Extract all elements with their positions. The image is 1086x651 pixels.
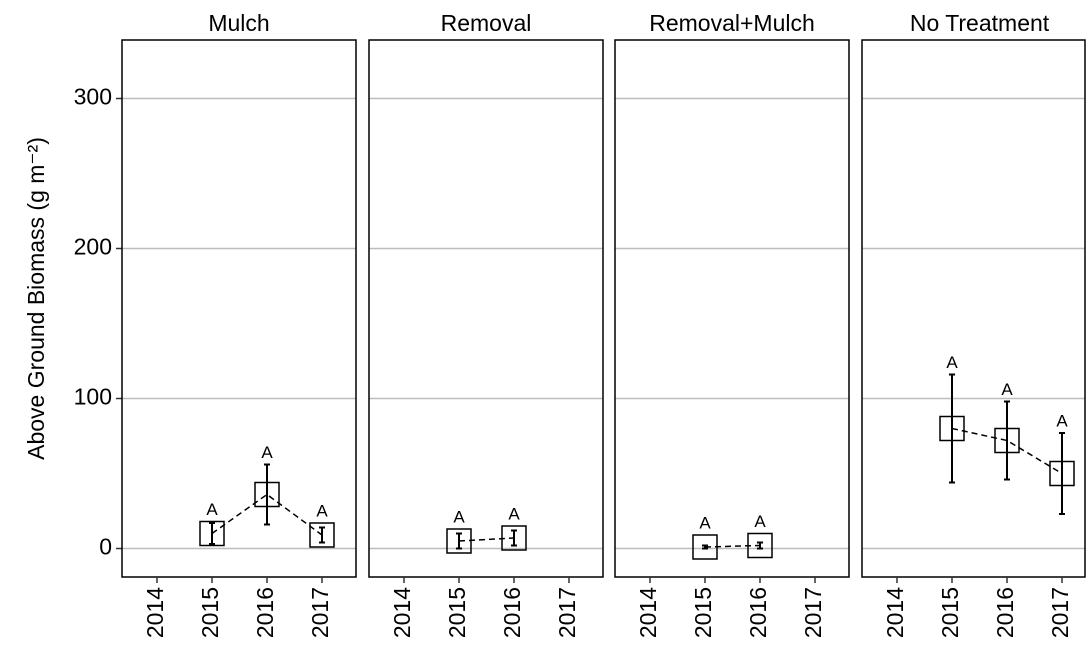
significance-letter: A xyxy=(316,501,328,520)
y-tick-label: 300 xyxy=(74,84,112,110)
error-bar xyxy=(264,463,270,526)
error-bar xyxy=(1059,432,1065,515)
panel-frame xyxy=(368,39,604,578)
trend-line xyxy=(704,544,761,548)
trend-line xyxy=(211,493,323,536)
significance-letter: A xyxy=(1056,411,1068,430)
y-tick-label: 0 xyxy=(99,534,112,560)
x-tick-label: 2016 xyxy=(252,587,278,638)
error-bar xyxy=(702,544,708,550)
error-bar xyxy=(949,373,955,484)
significance-letter: A xyxy=(261,443,273,462)
error-bar xyxy=(1004,400,1010,481)
point-box xyxy=(692,534,718,560)
x-tick-label: 2015 xyxy=(937,587,963,638)
x-tick-label: 2015 xyxy=(444,587,470,638)
panel-title: No Treatment xyxy=(910,10,1050,36)
point-box xyxy=(747,532,773,559)
x-tick-label: 2017 xyxy=(800,587,826,638)
panel-title: Removal xyxy=(441,10,532,36)
point-box xyxy=(309,522,335,548)
error-bar xyxy=(319,526,325,544)
significance-letter: A xyxy=(453,507,465,526)
panel-frame xyxy=(614,39,850,578)
significance-letter: A xyxy=(946,353,958,372)
panel-frame xyxy=(861,39,1086,578)
x-tick-label: 2014 xyxy=(882,587,908,638)
y-tick-label: 200 xyxy=(74,234,112,260)
x-tick-label: 2017 xyxy=(1047,587,1073,638)
significance-letter: A xyxy=(754,512,766,531)
significance-letter: A xyxy=(1001,380,1013,399)
point-box xyxy=(501,525,527,551)
x-tick-label: 2014 xyxy=(142,587,168,638)
panel-frame xyxy=(121,39,357,578)
error-bar xyxy=(209,522,215,545)
y-axis-label: Above Ground Biomass (g m⁻²) xyxy=(23,137,49,460)
panel-title: Removal+Mulch xyxy=(649,10,815,36)
x-tick-label: 2017 xyxy=(307,587,333,638)
x-tick-label: 2017 xyxy=(554,587,580,638)
x-tick-label: 2015 xyxy=(690,587,716,638)
trend-line xyxy=(458,537,515,542)
x-tick-label: 2016 xyxy=(499,587,525,638)
significance-letter: A xyxy=(699,513,711,532)
x-tick-label: 2016 xyxy=(992,587,1018,638)
significance-letter: A xyxy=(508,504,520,523)
x-tick-label: 2015 xyxy=(197,587,223,638)
panel-title: Mulch xyxy=(208,10,269,36)
x-tick-label: 2016 xyxy=(745,587,771,638)
point-box xyxy=(446,528,472,554)
error-bar xyxy=(757,541,763,550)
x-tick-label: 2014 xyxy=(635,587,661,638)
error-bar xyxy=(456,532,462,550)
point-box xyxy=(199,520,225,547)
x-tick-label: 2014 xyxy=(389,587,415,638)
significance-letter: A xyxy=(206,500,218,519)
error-bar xyxy=(511,529,517,547)
y-tick-label: 100 xyxy=(74,384,112,410)
